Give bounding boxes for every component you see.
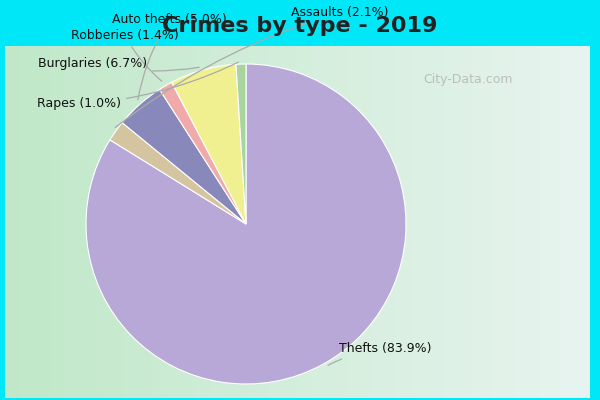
Wedge shape xyxy=(172,64,246,224)
Wedge shape xyxy=(110,123,246,224)
Text: City-Data.com: City-Data.com xyxy=(423,74,513,86)
Text: Assaults (2.1%): Assaults (2.1%) xyxy=(115,6,388,128)
Wedge shape xyxy=(160,82,246,224)
Text: Burglaries (6.7%): Burglaries (6.7%) xyxy=(38,58,199,71)
Text: Rapes (1.0%): Rapes (1.0%) xyxy=(37,62,238,110)
Text: Robberies (1.4%): Robberies (1.4%) xyxy=(71,29,179,81)
Text: Thefts (83.9%): Thefts (83.9%) xyxy=(328,342,431,365)
Text: Crimes by type - 2019: Crimes by type - 2019 xyxy=(163,16,437,36)
Text: Auto thefts (5.0%): Auto thefts (5.0%) xyxy=(112,13,227,100)
Wedge shape xyxy=(122,89,246,224)
Wedge shape xyxy=(236,64,246,224)
Wedge shape xyxy=(86,64,406,384)
